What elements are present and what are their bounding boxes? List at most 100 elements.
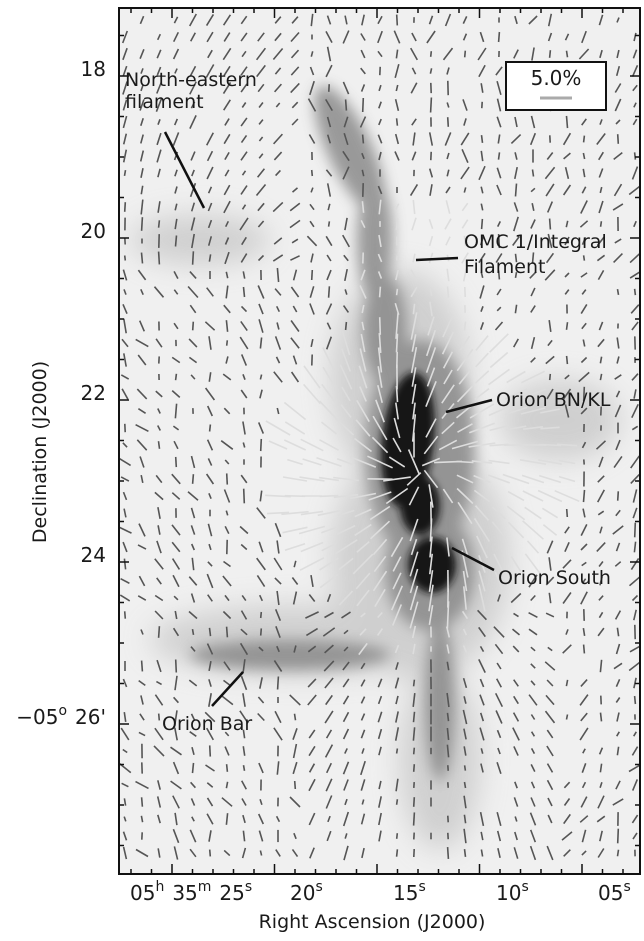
polarization-vector [494, 571, 504, 591]
polarization-vector [325, 98, 333, 112]
polarization-vector [502, 473, 530, 485]
polarization-vector [599, 576, 603, 586]
polarization-vector [410, 286, 418, 298]
polarization-vector [343, 116, 349, 128]
polarization-vector [548, 592, 552, 604]
polarization-vector [479, 646, 485, 652]
polarization-vector [616, 746, 620, 756]
polarization-vector [377, 134, 383, 144]
polarization-vector [291, 101, 299, 109]
polarization-vector [344, 833, 348, 839]
polarization-vector [469, 422, 495, 434]
polarization-vector [222, 81, 232, 95]
polarization-vector [258, 830, 264, 842]
polarization-vector [342, 661, 350, 671]
polarization-vector [428, 168, 434, 178]
polarization-vector [208, 745, 212, 757]
polarization-vector [425, 347, 437, 373]
polarization-vector [479, 322, 485, 330]
polarization-vector [172, 795, 180, 809]
polarization-vector [290, 49, 300, 59]
polarization-vector [446, 169, 450, 177]
polarization-vector [520, 388, 546, 400]
polarization-vector [137, 595, 147, 601]
polarization-vector [378, 317, 382, 335]
polarization-vector [300, 438, 324, 452]
polarization-vector [121, 388, 129, 400]
polarization-vector [293, 645, 297, 653]
polarization-vector [123, 202, 127, 212]
polarization-vector [544, 661, 556, 671]
polarization-vector [630, 557, 640, 571]
polarization-vector [120, 727, 130, 741]
polarization-vector [412, 199, 416, 215]
polarization-vector [628, 575, 640, 587]
polarization-vector [321, 421, 337, 435]
polarization-vector [394, 133, 400, 145]
polarization-vector [208, 492, 212, 500]
polarization-vector [122, 269, 128, 281]
polarization-vector [429, 301, 433, 317]
polarization-vector [287, 458, 303, 466]
polarization-vector [599, 373, 603, 381]
polarization-vector [530, 680, 536, 686]
polarization-vector [629, 252, 640, 264]
polarization-vector [446, 304, 450, 314]
polarization-vector [425, 329, 437, 357]
polarization-vector [599, 782, 603, 788]
polarization-vector [274, 577, 282, 585]
polarization-vector [122, 491, 128, 501]
polarization-vector [390, 536, 404, 558]
polarization-vector [259, 490, 263, 502]
polarization-vector [319, 400, 339, 422]
polarization-vector [354, 523, 372, 537]
polarization-vector [530, 748, 536, 754]
polarization-vector [514, 15, 518, 25]
polarization-vector [275, 305, 281, 313]
polarization-vector [344, 268, 348, 282]
polarization-vector [275, 626, 281, 638]
polarization-vector [558, 459, 576, 465]
polarization-vector [240, 543, 248, 551]
polarization-vector [241, 236, 247, 246]
polarization-vector [545, 576, 555, 586]
polarization-vector [139, 150, 145, 162]
polarization-vector [478, 626, 486, 638]
polarization-vector [631, 373, 639, 381]
polarization-vector [493, 553, 505, 575]
polarization-vector [207, 186, 213, 194]
polarization-vector [411, 151, 417, 161]
polarization-vector [524, 506, 542, 520]
polarization-vector [190, 507, 196, 519]
polarization-vector [156, 680, 162, 686]
polarization-vector [373, 555, 387, 573]
polarization-vector [360, 679, 366, 687]
polarization-vector [615, 780, 621, 790]
polarization-vector [612, 798, 624, 806]
polarization-vector [457, 501, 473, 525]
polarization-vector [268, 440, 288, 450]
polarization-vector [395, 402, 399, 420]
polarization-vector [561, 831, 573, 841]
polarization-vector [562, 559, 572, 569]
polarization-vector [242, 442, 246, 448]
polarization-vector [188, 338, 198, 348]
polarization-vector [356, 399, 370, 423]
polarization-vector [596, 133, 606, 145]
x-tick-labels: 05h 35m 25s 20s 15s 10s 05s [130, 879, 631, 905]
polarization-vector [615, 678, 621, 688]
polarization-vector [188, 679, 198, 687]
polarization-vector [545, 183, 555, 197]
polarization-vector [292, 743, 298, 759]
polarization-vector [225, 764, 229, 772]
polarization-vector [343, 132, 349, 146]
polarization-vector [224, 220, 230, 228]
polarization-vector [341, 330, 351, 356]
polarization-vector [310, 51, 314, 57]
polarization-vector [290, 337, 300, 349]
polarization-vector [302, 383, 322, 405]
polarization-vector [412, 693, 416, 707]
polarization-vector [265, 420, 291, 436]
polarization-vector [360, 612, 366, 618]
polarization-vector [513, 338, 519, 348]
